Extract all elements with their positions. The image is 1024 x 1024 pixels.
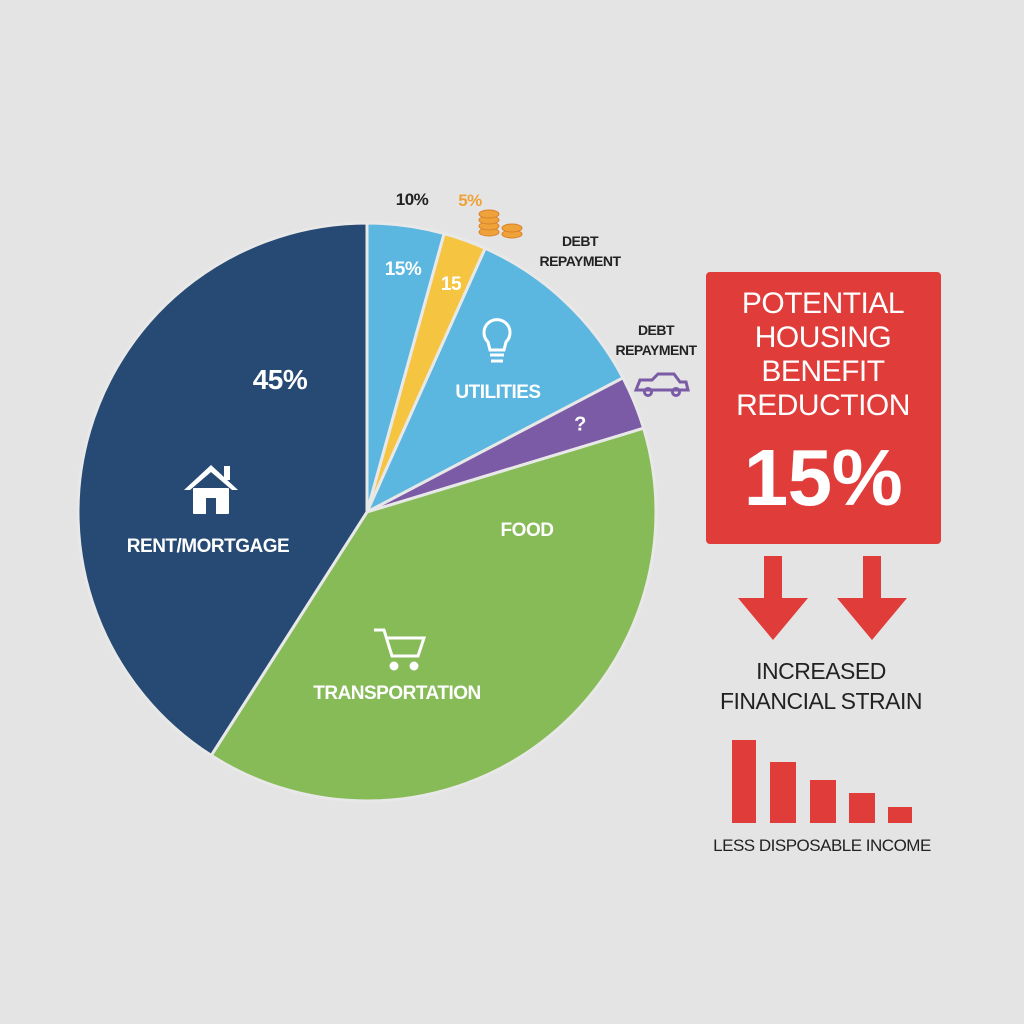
slice-label: UTILITIES — [455, 382, 541, 403]
pie-slice — [209, 426, 658, 803]
box-title: POTENTIAL HOUSING BENEFIT REDUCTION — [736, 287, 910, 422]
annotation: 15% — [384, 259, 422, 280]
reduction-box — [706, 272, 941, 544]
box-value: 15% — [743, 433, 903, 522]
annotation: 15 — [440, 274, 462, 295]
annotation: TRANSPORTATION — [313, 683, 481, 704]
pie — [76, 221, 658, 803]
pie-slice — [363, 246, 626, 516]
annotation: DEBT REPAYMENT — [615, 322, 697, 358]
annotation: 45% — [252, 364, 308, 395]
down-arrows — [738, 556, 907, 640]
annotation: 5% — [458, 191, 482, 210]
annotation: 10% — [395, 190, 429, 209]
footer: LESS DISPOSABLE INCOME — [713, 836, 931, 855]
annotation: DEBT REPAYMENT — [539, 233, 621, 269]
cart-icon — [374, 628, 427, 671]
coins-icon — [478, 209, 523, 239]
house-icon — [184, 465, 238, 514]
bulb-icon — [482, 318, 512, 363]
slice-label: FOOD — [500, 520, 554, 541]
car-icon — [633, 372, 690, 397]
slice-label: ? — [574, 413, 586, 436]
caption: INCREASED FINANCIAL STRAIN — [719, 658, 923, 714]
decline-bars — [732, 740, 912, 823]
slice-label: RENT/MORTGAGE — [126, 536, 290, 557]
